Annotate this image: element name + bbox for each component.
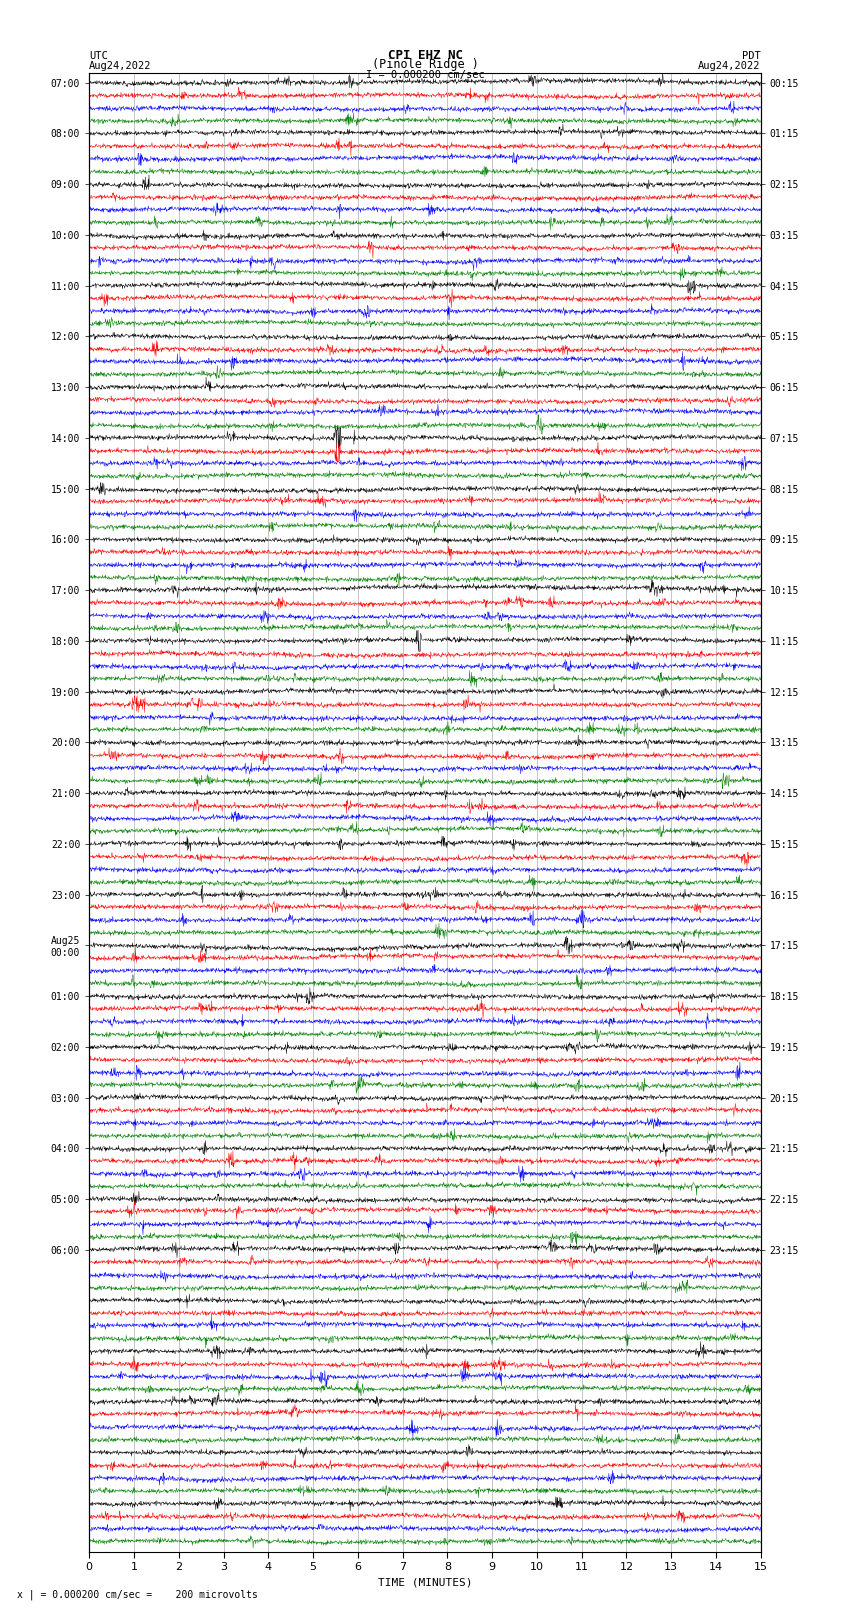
Text: Aug24,2022: Aug24,2022 <box>89 61 152 71</box>
Text: Aug24,2022: Aug24,2022 <box>698 61 761 71</box>
X-axis label: TIME (MINUTES): TIME (MINUTES) <box>377 1578 473 1587</box>
Text: x | = 0.000200 cm/sec =    200 microvolts: x | = 0.000200 cm/sec = 200 microvolts <box>17 1589 258 1600</box>
Text: CPI EHZ NC: CPI EHZ NC <box>388 48 462 63</box>
Text: I = 0.000200 cm/sec: I = 0.000200 cm/sec <box>366 69 484 79</box>
Text: (Pinole Ridge ): (Pinole Ridge ) <box>371 58 479 71</box>
Text: UTC: UTC <box>89 52 108 61</box>
Text: PDT: PDT <box>742 52 761 61</box>
